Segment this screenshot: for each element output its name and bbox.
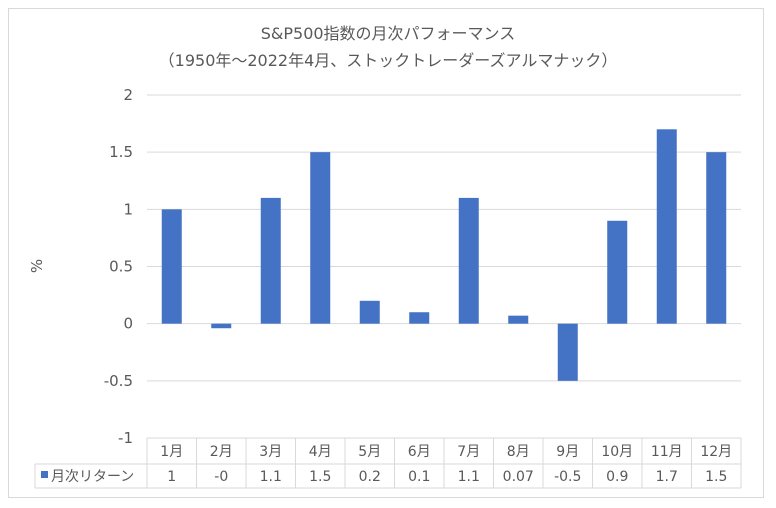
x-tick-label: 9月	[556, 444, 579, 460]
y-tick-label: -1	[118, 429, 133, 447]
data-label: 1.1	[260, 469, 282, 485]
x-tick-label: 3月	[259, 444, 282, 460]
y-tick-label: 0.5	[109, 258, 133, 276]
y-tick-label: 2	[123, 86, 133, 104]
bar	[508, 315, 529, 324]
bar	[656, 129, 677, 324]
chart-title: S&P500指数の月次パフォーマンス	[260, 24, 516, 43]
data-label: 0.1	[408, 469, 430, 485]
x-tick-label: 5月	[358, 444, 381, 460]
chart-frame	[8, 8, 764, 498]
x-tick-label: 8月	[507, 444, 530, 460]
data-label: 0.2	[359, 469, 381, 485]
data-label: 1.1	[458, 469, 480, 485]
bar	[706, 152, 727, 324]
data-label: 0.07	[503, 469, 534, 485]
bar	[607, 220, 628, 324]
x-tick-label: 11月	[651, 444, 683, 460]
data-label: -0	[214, 469, 228, 485]
x-tick-label: 12月	[700, 444, 732, 460]
y-tick-label: -0.5	[104, 372, 133, 390]
legend-label: 月次リターン	[51, 469, 134, 485]
bar	[557, 323, 578, 381]
chart-subtitle: （1950年～2022年4月、ストックトレーダーズアルマナック）	[158, 51, 618, 70]
x-tick-label: 6月	[408, 444, 431, 460]
y-axis-label: %	[28, 259, 46, 273]
x-tick-label: 7月	[457, 444, 480, 460]
legend-swatch	[41, 471, 48, 478]
data-label: 1	[167, 469, 176, 485]
x-tick-label: 2月	[210, 444, 233, 460]
data-label: 1.5	[705, 469, 727, 485]
data-label: 1.5	[309, 469, 331, 485]
bar	[260, 197, 281, 324]
y-tick-label: 1.5	[109, 143, 133, 161]
data-label: 0.9	[606, 469, 628, 485]
bar	[409, 312, 430, 324]
bar	[458, 197, 479, 324]
data-label: -0.5	[554, 469, 581, 485]
x-tick-label: 1月	[160, 444, 183, 460]
bar	[211, 323, 232, 329]
bar	[161, 209, 182, 324]
x-tick-label: 10月	[601, 444, 633, 460]
bar	[310, 152, 331, 324]
data-label: 1.7	[656, 469, 678, 485]
y-tick-label: 0	[123, 315, 133, 333]
x-tick-label: 4月	[309, 444, 332, 460]
y-tick-label: 1	[123, 200, 133, 218]
bar	[359, 300, 380, 324]
